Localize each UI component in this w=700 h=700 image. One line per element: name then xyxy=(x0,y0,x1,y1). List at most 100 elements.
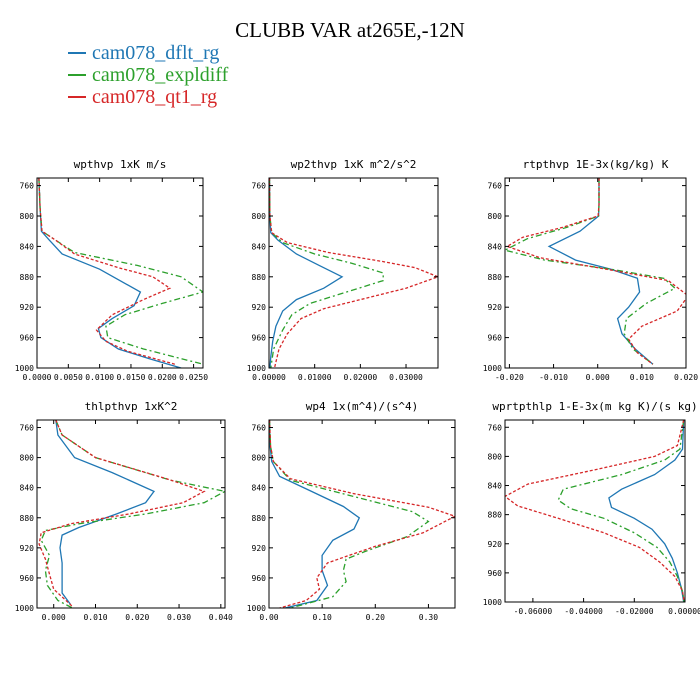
plot-frame xyxy=(36,419,226,609)
legend-swatch xyxy=(68,96,86,98)
x-tick-label: 0.01000 xyxy=(298,373,332,382)
x-tick-label: 0.020 xyxy=(674,373,698,382)
x-tick-label: 0.000 xyxy=(586,373,610,382)
y-tick-label: 840 xyxy=(252,242,267,251)
series-line-1 xyxy=(55,420,156,605)
series-line-3 xyxy=(269,178,438,368)
plot-frame xyxy=(36,177,204,369)
x-tick-label: 0.0150 xyxy=(117,373,146,382)
y-tick-label: 920 xyxy=(20,544,35,553)
y-tick-label: 880 xyxy=(252,273,267,282)
y-tick-label: 760 xyxy=(252,424,267,433)
series-line-2 xyxy=(269,178,384,368)
y-tick-label: 920 xyxy=(20,303,35,312)
series-line-3 xyxy=(38,178,175,365)
y-tick-label: 960 xyxy=(488,334,503,343)
x-tick-label: 0.0000 xyxy=(23,373,52,382)
x-tick-label: 0.30 xyxy=(419,613,438,622)
x-tick-label: 0.0050 xyxy=(54,373,83,382)
x-tick-label: 0.020 xyxy=(125,613,149,622)
y-tick-label: 840 xyxy=(20,484,35,493)
series-line-3 xyxy=(505,420,685,602)
y-tick-label: 960 xyxy=(20,334,35,343)
x-tick-label: 0.10 xyxy=(313,613,332,622)
y-tick-label: 1000 xyxy=(247,604,266,613)
y-tick-label: 920 xyxy=(252,303,267,312)
y-tick-label: 880 xyxy=(20,514,35,523)
x-tick-label: 0.00000 xyxy=(252,373,286,382)
y-tick-label: 920 xyxy=(252,544,267,553)
y-tick-label: 1000 xyxy=(15,364,34,373)
x-tick-label: -0.04000 xyxy=(564,607,603,616)
chart-panel: wp4 1x(m^4)/(s^4) 760 800 840 880 920 960 1000 0… xyxy=(247,400,456,622)
x-tick-label: 0.03000 xyxy=(389,373,423,382)
x-tick-label: 0.00000 xyxy=(668,607,700,616)
panel-title: wp2thvp 1xK m^2/s^2 xyxy=(291,158,417,171)
y-tick-label: 880 xyxy=(488,273,503,282)
series-line-1 xyxy=(608,420,685,602)
plot-frame xyxy=(504,177,687,369)
y-tick-label: 840 xyxy=(488,242,503,251)
legend-swatch xyxy=(68,74,86,76)
panel-title: wp4 1x(m^4)/(s^4) xyxy=(306,400,419,413)
series-line-3 xyxy=(38,420,206,607)
x-tick-label: 0.0250 xyxy=(179,373,208,382)
x-tick-label: 0.010 xyxy=(630,373,654,382)
y-tick-label: 760 xyxy=(20,424,35,433)
y-tick-label: 760 xyxy=(20,182,35,191)
y-tick-label: 1000 xyxy=(247,364,266,373)
y-tick-label: 920 xyxy=(488,540,503,549)
y-tick-label: 800 xyxy=(488,212,503,221)
y-tick-label: 800 xyxy=(20,454,35,463)
chart-panel: wp2thvp 1xK m^2/s^2 760 800 840 880 920 960 100… xyxy=(247,158,439,382)
chart-panel: thlpthvp 1xK^2 760 800 840 880 920 960 1000 0.00… xyxy=(15,400,233,622)
series-line-1 xyxy=(38,178,182,368)
x-tick-label: 0.0100 xyxy=(85,373,114,382)
y-tick-label: 760 xyxy=(488,423,503,432)
legend-label: cam078_expldiff xyxy=(92,64,229,86)
panel-title: thlpthvp 1xK^2 xyxy=(85,400,178,413)
legend-label: cam078_dflt_rg xyxy=(92,42,220,64)
x-tick-label: -0.02000 xyxy=(615,607,654,616)
x-tick-label: -0.020 xyxy=(495,373,524,382)
legend-item: cam078_dflt_rg xyxy=(68,42,228,64)
y-tick-label: 760 xyxy=(488,182,503,191)
y-tick-label: 760 xyxy=(252,182,267,191)
x-tick-label: 0.010 xyxy=(83,613,107,622)
x-tick-label: 0.000 xyxy=(42,613,66,622)
y-tick-label: 800 xyxy=(20,212,35,221)
y-tick-label: 960 xyxy=(252,574,267,583)
y-tick-label: 880 xyxy=(20,273,35,282)
x-tick-label: 0.02000 xyxy=(343,373,377,382)
panel-title: wpthvp 1xK m/s xyxy=(74,158,167,171)
y-tick-label: 840 xyxy=(20,242,35,251)
panel-title: rtpthvp 1E-3x(kg/kg) K xyxy=(523,158,669,171)
y-tick-label: 1000 xyxy=(483,598,502,607)
series-line-2 xyxy=(40,420,225,608)
chart-panel: wprtpthlp 1-E-3x(m kg K)/(s kg) 760 800 840… xyxy=(483,400,700,616)
y-tick-label: 960 xyxy=(20,574,35,583)
legend-item: cam078_qt1_rg xyxy=(68,86,228,108)
x-tick-label: 0.030 xyxy=(167,613,191,622)
x-tick-label: 0.20 xyxy=(366,613,385,622)
legend-label: cam078_qt1_rg xyxy=(92,86,218,108)
plot-frame xyxy=(504,419,686,603)
legend: cam078_dflt_rg cam078_expldiff cam078_qt… xyxy=(68,42,228,108)
x-tick-label: 0.040 xyxy=(209,613,233,622)
y-tick-label: 800 xyxy=(252,212,267,221)
y-tick-label: 880 xyxy=(252,514,267,523)
y-tick-label: 1000 xyxy=(483,364,502,373)
chart-panel: wpthvp 1xK m/s76080084088092096010000.00… xyxy=(15,158,208,382)
series-line-1 xyxy=(269,178,344,368)
y-tick-label: 840 xyxy=(252,484,267,493)
series-line-2 xyxy=(269,420,430,608)
legend-swatch xyxy=(68,52,86,54)
y-tick-label: 1000 xyxy=(15,604,34,613)
series-line-2 xyxy=(557,420,685,602)
x-tick-label: 0.0200 xyxy=(148,373,177,382)
series-line-1 xyxy=(269,420,361,608)
plot-frame xyxy=(268,177,439,369)
y-tick-label: 800 xyxy=(252,454,267,463)
figure-title: CLUBB VAR at265E,-12N xyxy=(235,18,465,42)
panel-title: wprtpthlp 1-E-3x(m kg K)/(s kg) xyxy=(492,400,697,413)
